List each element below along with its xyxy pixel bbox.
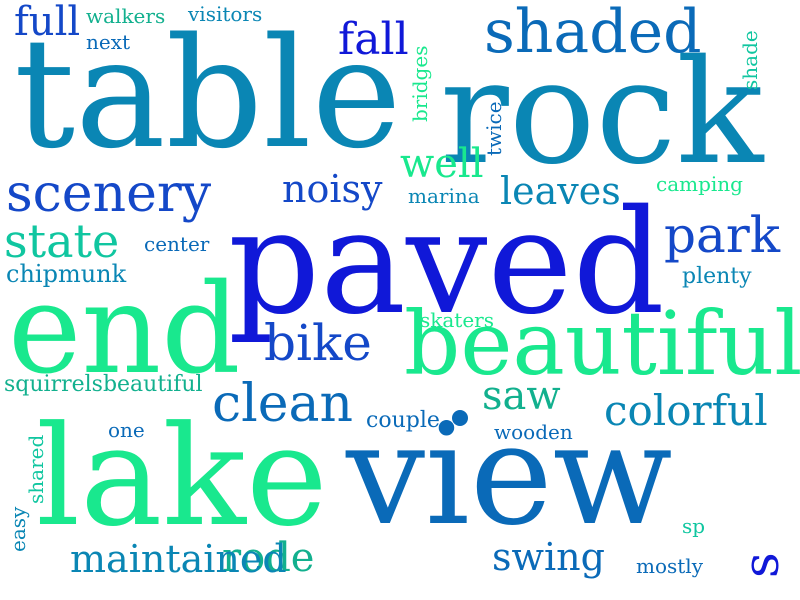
word-paved: paved — [228, 178, 665, 346]
word-shade: shade — [738, 30, 762, 90]
word-mostly: mostly — [636, 554, 704, 578]
word-wooden: wooden — [494, 420, 573, 444]
word-view: view — [346, 394, 673, 557]
word-walkers: walkers — [86, 4, 166, 28]
word-visitors: visitors — [188, 2, 263, 26]
word-marina: marina — [408, 184, 480, 208]
word-state: state — [4, 214, 120, 268]
word-scenery: scenery — [6, 164, 212, 224]
word-easy: easy — [6, 506, 30, 552]
word-table: table — [14, 5, 402, 182]
word-end: end — [8, 258, 241, 402]
word-shaded: shaded — [484, 0, 702, 67]
word-well: leaves — [500, 169, 621, 213]
word-camping: camping — [656, 172, 743, 196]
word-fall: fall — [338, 14, 409, 65]
word-rode: s — [732, 552, 790, 578]
word-next: next — [86, 30, 131, 54]
word-rock: rock — [440, 28, 764, 196]
word-skaters: skaters — [420, 308, 495, 332]
word-bridges: bridges — [408, 45, 432, 122]
word-one: one — [108, 418, 145, 442]
word-swing: maintained — [70, 537, 287, 581]
word-center: center — [144, 232, 210, 256]
word-squirrelsbeautiful: squirrelsbeautiful — [4, 372, 203, 397]
word-bike: bike — [264, 314, 372, 372]
word-noisy: noisy — [282, 167, 383, 211]
word-plenty: plenty — [682, 264, 752, 289]
word-park: park — [664, 206, 781, 264]
word-full: full — [14, 0, 81, 45]
word-s: well — [400, 141, 484, 187]
word-colorful: colorful — [604, 386, 768, 435]
word-shared: shared — [24, 434, 48, 504]
word-couple: couple — [366, 408, 440, 433]
word-maintained: rode — [222, 535, 315, 581]
word-lake: lake — [36, 396, 328, 557]
word-chipmunk: chipmunk — [6, 260, 127, 288]
word-clean: clean — [212, 374, 354, 434]
word-twice: twice — [482, 101, 506, 156]
word-leaves: swing — [492, 535, 605, 579]
word-saw: saw — [482, 373, 561, 419]
word-beautiful: beautiful — [404, 292, 800, 395]
word-sp: sp — [682, 514, 706, 538]
dot-mark — [452, 410, 468, 426]
